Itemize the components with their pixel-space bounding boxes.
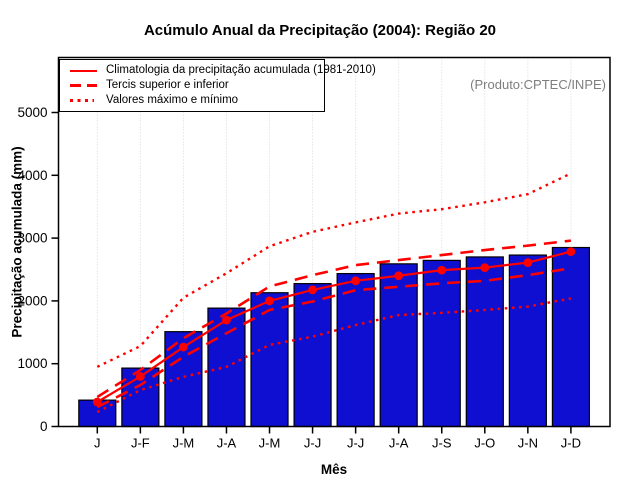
bar-J-J — [293, 283, 332, 428]
x-tick-label: J-S — [432, 436, 452, 451]
line-dashed — [96, 266, 572, 409]
legend-label: Climatologia da precipitação acumulada (… — [106, 64, 376, 76]
y-tick-label: 5000 — [17, 105, 47, 120]
y-tick-label: 2000 — [17, 293, 47, 308]
bar-J-D — [551, 246, 591, 428]
marker-dot — [523, 258, 533, 267]
bar-J-O — [465, 256, 504, 428]
marker-dot — [480, 263, 490, 273]
y-tick-label: 3000 — [17, 231, 47, 246]
plot-box — [57, 56, 611, 428]
dotted-line-icon — [70, 99, 94, 102]
x-tick-label: J-O — [474, 436, 495, 451]
source-note: (Produto:CPTEC/INPE) — [470, 77, 606, 92]
marker-dot — [437, 265, 447, 275]
line-dashed — [96, 239, 572, 399]
y-axis-title: Precipitação acumulada (mm) — [9, 146, 25, 338]
dashed-line-icon — [70, 84, 97, 87]
line-dotted — [96, 297, 572, 414]
x-tick-label: J-A — [217, 436, 237, 451]
marker-dot — [566, 247, 576, 257]
marker-dot — [351, 276, 361, 286]
page-title: Acúmulo Anual da Precipitação (2004): Re… — [143, 22, 497, 39]
line-dotted — [96, 172, 572, 368]
x-tick-label: J-A — [389, 436, 409, 451]
legend-label: Valores máximo e mínimo — [106, 94, 239, 106]
legend-item-max-min: Valores máximo e mínimo — [70, 94, 318, 107]
legend-item-climatology: Climatologia da precipitação acumulada (… — [70, 64, 376, 77]
legend-item-tercis: Tercis superior e inferior — [70, 79, 318, 92]
marker-dot — [92, 397, 102, 407]
x-tick-label: J-J — [304, 436, 321, 451]
chart-legend: Climatologia da precipitação acumulada (… — [59, 59, 376, 112]
bar-J-J — [336, 272, 375, 428]
marker-dot — [308, 285, 317, 295]
bar-J-M — [250, 292, 289, 428]
line-solid — [96, 250, 572, 403]
x-tick-label: J-F — [131, 436, 150, 451]
bar-J-A — [379, 263, 418, 428]
x-tick-label: J-N — [518, 436, 538, 451]
y-tick-label: 1000 — [17, 356, 47, 371]
x-tick-label: J — [94, 436, 101, 451]
x-tick-label: J-J — [347, 436, 364, 451]
marker-dot — [265, 296, 274, 306]
x-axis-title: Mês — [320, 462, 348, 477]
marker-dot — [135, 372, 145, 381]
solid-line-icon — [70, 69, 97, 72]
marker-dot — [179, 342, 188, 352]
marker-dot — [394, 271, 404, 281]
y-tick-label: 0 — [40, 419, 48, 434]
x-tick-label: J-M — [259, 436, 281, 451]
x-tick-label: J-D — [561, 436, 581, 451]
x-tick-label: J-M — [173, 436, 195, 451]
bar-J-N — [508, 254, 547, 428]
marker-dot — [222, 315, 231, 325]
legend-label: Tercis superior e inferior — [106, 79, 229, 91]
y-tick-label: 4000 — [17, 168, 47, 183]
